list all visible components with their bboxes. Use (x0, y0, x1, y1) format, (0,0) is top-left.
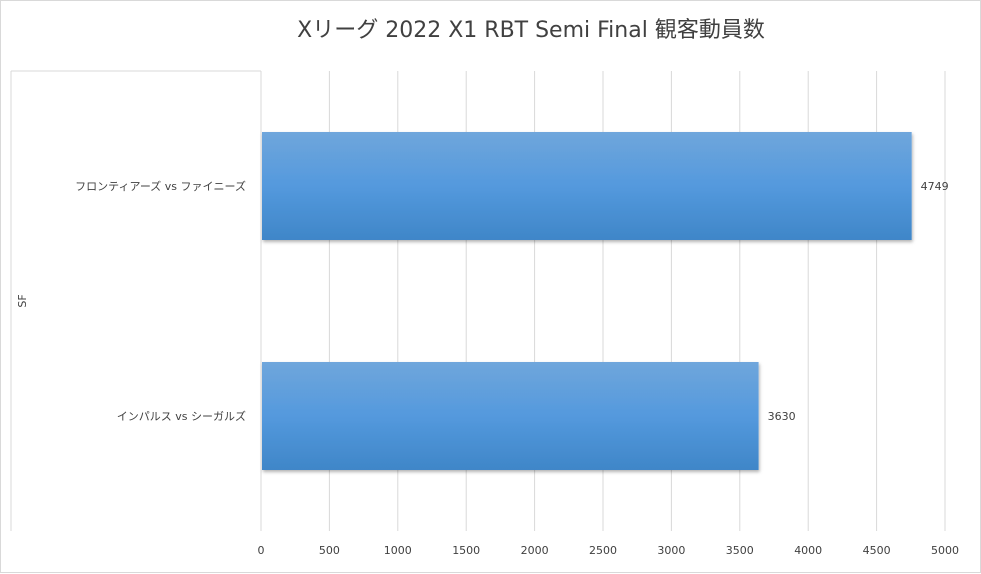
x-tick-label: 1500 (452, 544, 480, 557)
x-tick-label: 1000 (384, 544, 412, 557)
x-tick-label: 500 (319, 544, 340, 557)
bar (262, 132, 912, 240)
category-label: フロンティアーズ vs ファイニーズ (75, 179, 246, 193)
category-label: インパルス vs シーガルズ (117, 409, 246, 423)
chart-title: Xリーグ 2022 X1 RBT Semi Final 観客動員数 (297, 18, 765, 43)
group-label: SF (16, 294, 29, 307)
data-label: 3630 (768, 410, 796, 423)
x-tick-label: 3500 (726, 544, 754, 557)
bar (262, 362, 759, 470)
x-tick-label: 2000 (521, 544, 549, 557)
x-tick-label: 3000 (657, 544, 685, 557)
x-tick-label: 4500 (863, 544, 891, 557)
x-tick-label: 0 (258, 544, 265, 557)
data-label: 4749 (921, 180, 949, 193)
x-tick-label: 2500 (589, 544, 617, 557)
x-tick-label: 4000 (794, 544, 822, 557)
x-tick-label: 5000 (931, 544, 959, 557)
